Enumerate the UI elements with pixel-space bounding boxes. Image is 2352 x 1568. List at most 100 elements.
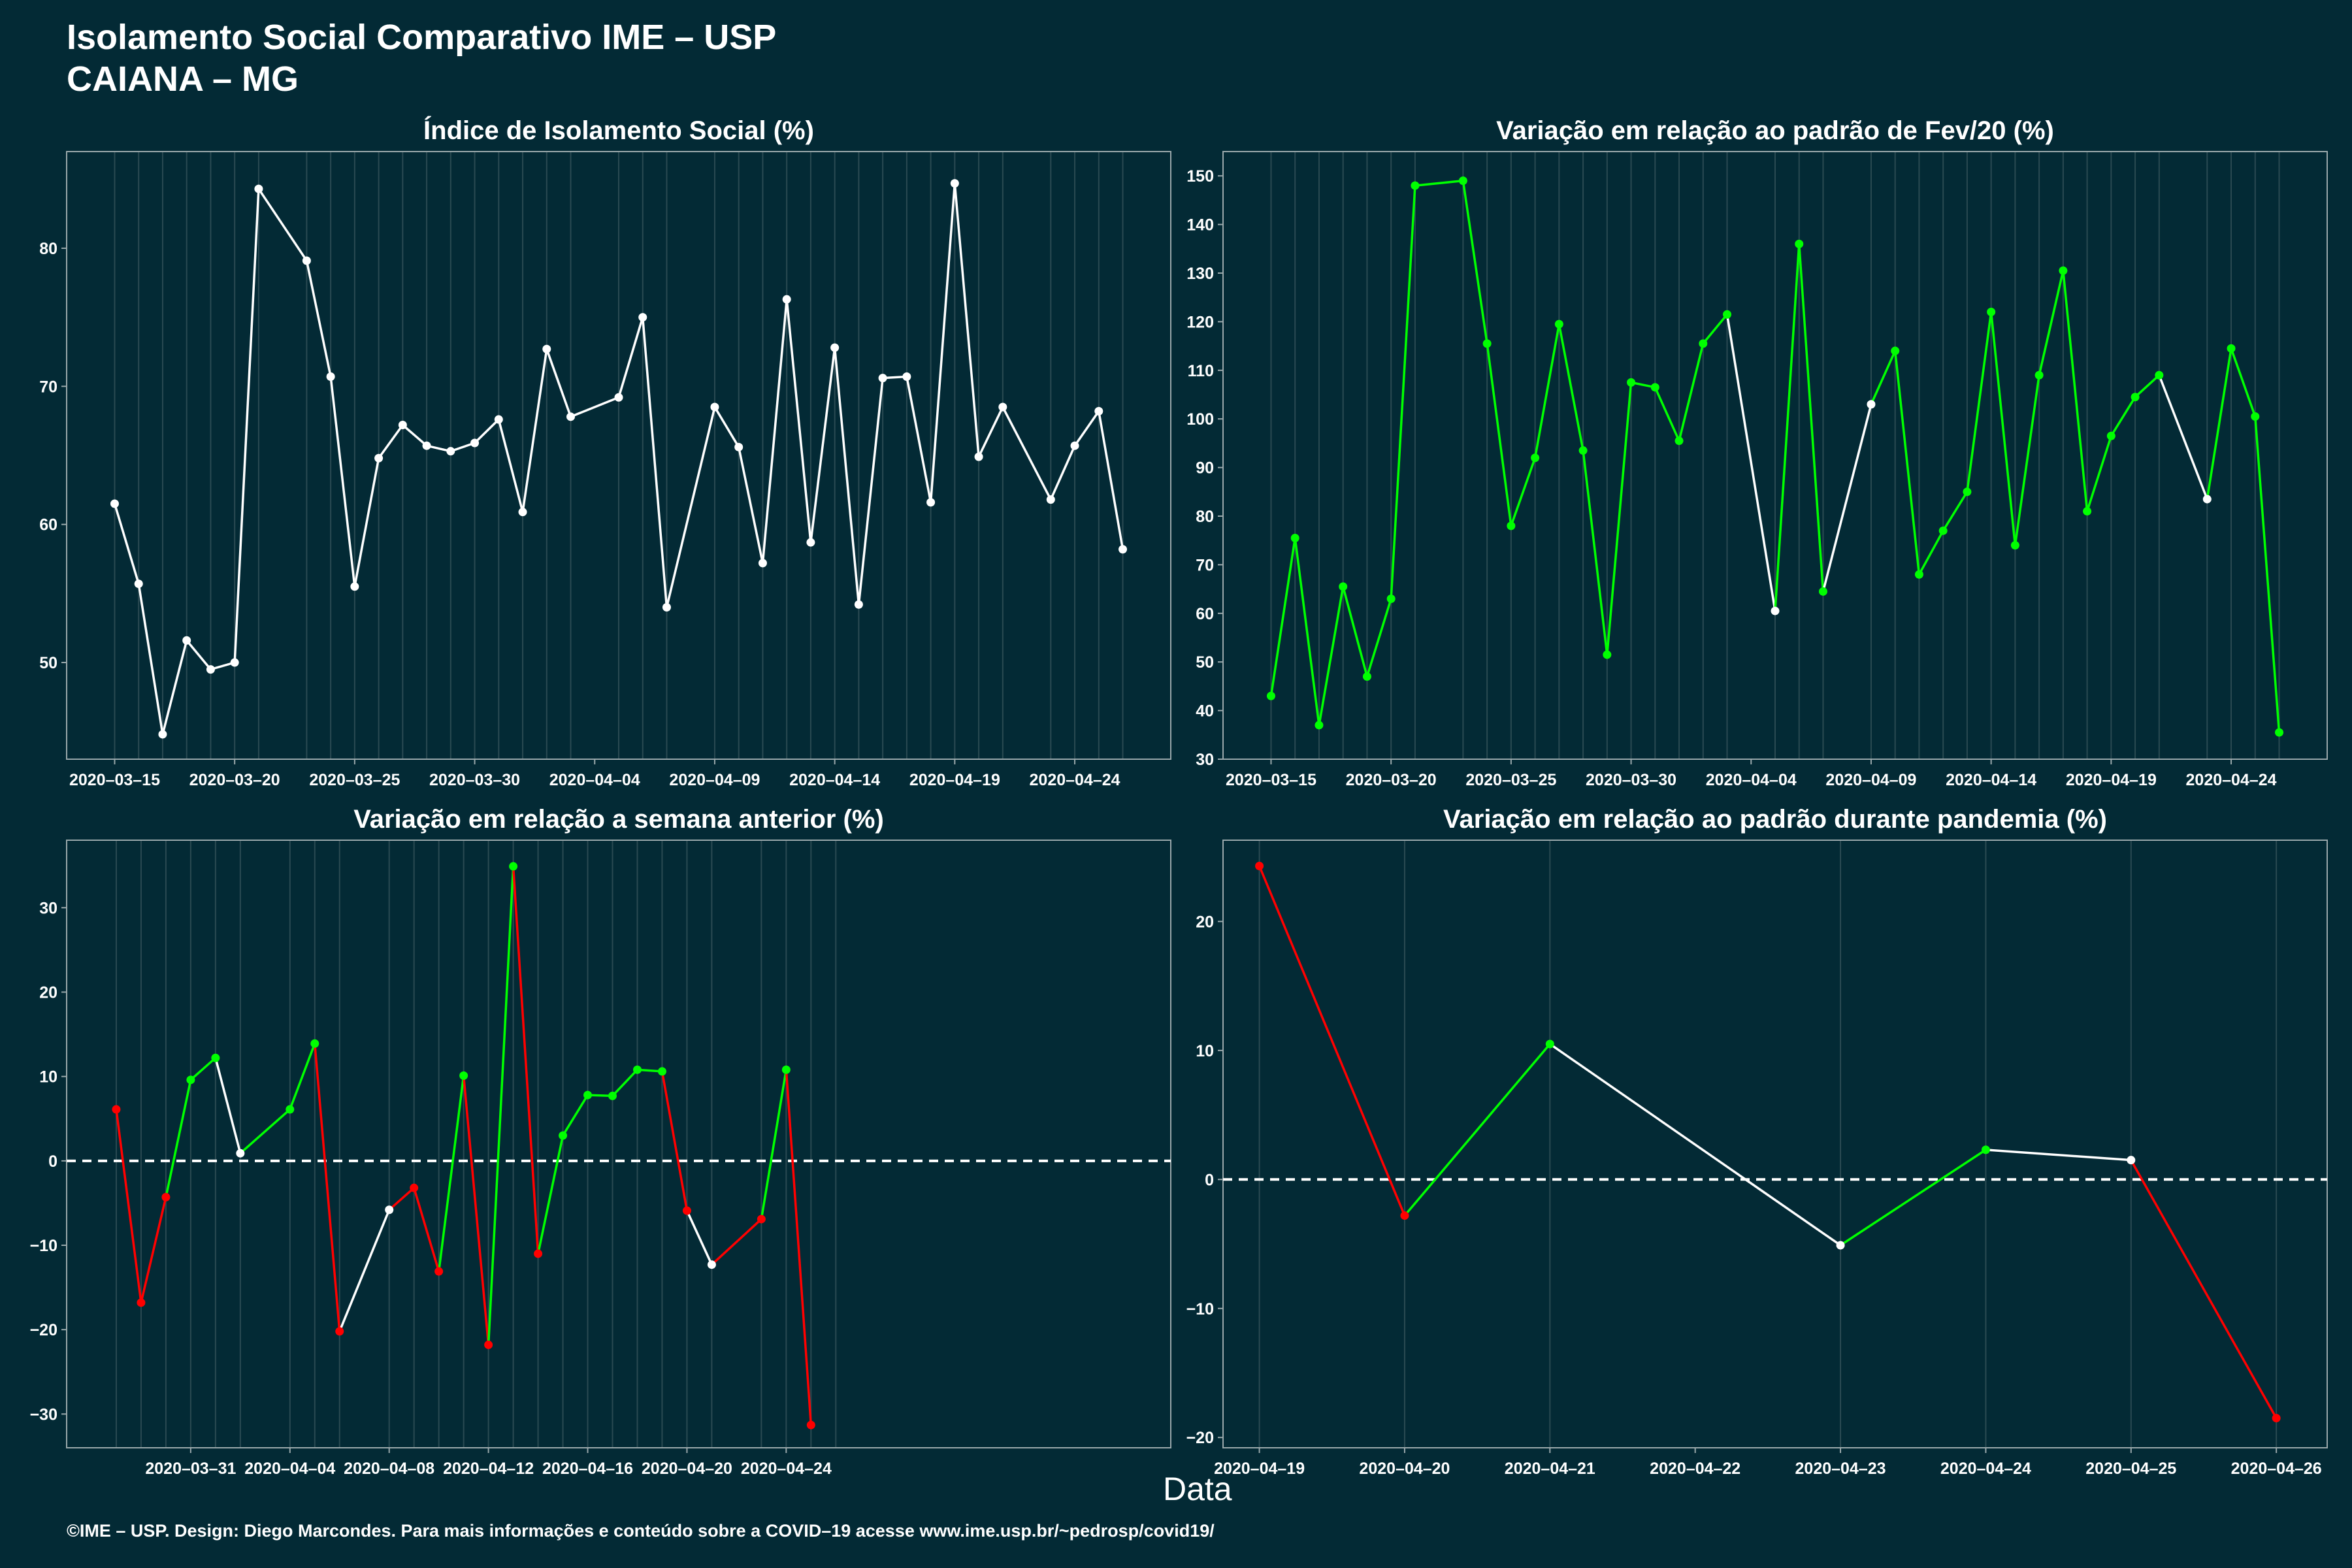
p3-data-point-6: [286, 1105, 295, 1114]
p2-data-point-32: [2106, 431, 2115, 440]
p1-data-point-11: [398, 421, 407, 429]
p3-data-point-23: [757, 1215, 766, 1224]
p2-series-segment-29: [2038, 270, 2065, 376]
p1-x-tick-label-5: 2020–04–09: [669, 771, 760, 789]
p1-data-point-30: [902, 372, 911, 382]
p1-data-point-1: [134, 580, 143, 589]
p1-series-segment-33: [977, 406, 1004, 457]
p1-series-segment-22: [713, 406, 740, 448]
p1-data-point-4: [206, 665, 215, 674]
p2-series-segment-31: [2085, 435, 2113, 512]
p1-series-segment-20: [641, 317, 668, 608]
p3-data-point-0: [112, 1105, 121, 1114]
p2-data-point-11: [1554, 319, 1563, 329]
p4-x-tick-label-6: 2020–04–25: [2085, 1460, 2176, 1478]
p2-y-tick-label-5: 80: [1196, 508, 1214, 526]
p1-data-point-18: [566, 412, 576, 421]
p3-series-segment-24: [785, 1070, 813, 1426]
p3-series-segment-12: [462, 1075, 490, 1345]
p4-data-point-2: [1545, 1039, 1554, 1049]
p4-series-segment-2: [1549, 1043, 1842, 1247]
p3-series-segment-15: [536, 1135, 564, 1254]
p2-series-segment-27: [1989, 312, 2017, 546]
p1-data-point-27: [830, 343, 840, 352]
p1-x-tick-label-4: 2020–04–04: [549, 771, 640, 789]
p2-data-point-33: [2131, 393, 2140, 402]
p1-series-segment-34: [1002, 406, 1052, 500]
p1-y-tick-label-0: 50: [39, 654, 57, 672]
p2-data-point-5: [1386, 594, 1396, 603]
p4-data-point-1: [1400, 1211, 1409, 1220]
p1-series-segment-21: [665, 406, 716, 608]
p2-data-point-26: [1963, 487, 1972, 497]
p1-x-tick-label-2: 2020–03–25: [309, 771, 400, 789]
p2-x-tick-label-2: 2020–03–25: [1465, 771, 1556, 789]
panel-title-3: Variação em relação a semana anterior (%…: [353, 805, 884, 834]
p1-series-segment-28: [857, 378, 884, 605]
p4-x-tick-label-4: 2020–04–23: [1795, 1460, 1886, 1478]
p2-series-segment-20: [1797, 244, 1825, 592]
p2-data-point-6: [1411, 181, 1420, 190]
p2-series-segment-16: [1678, 343, 1705, 442]
p3-data-point-17: [583, 1090, 593, 1100]
p2-data-point-16: [1674, 436, 1684, 446]
p3-series-segment-23: [760, 1070, 788, 1220]
p2-series-segment-22: [1870, 350, 1897, 405]
p3-data-point-20: [657, 1067, 666, 1076]
p1-x-tick-label-0: 2020–03–15: [69, 771, 160, 789]
p2-y-tick-label-11: 140: [1186, 216, 1214, 235]
p1-series-segment-23: [737, 446, 764, 564]
p2-series-segment-3: [1342, 586, 1369, 677]
p2-series-segment-5: [1390, 185, 1416, 599]
p3-data-point-9: [385, 1205, 394, 1215]
p1-series-segment-3: [186, 640, 212, 670]
p1-data-point-9: [350, 582, 359, 591]
p3-series-segment-8: [338, 1209, 391, 1332]
p2-series-segment-28: [2014, 374, 2040, 546]
p1-data-point-21: [662, 603, 671, 612]
p3-data-point-12: [459, 1071, 468, 1080]
p2-series-segment-19: [1774, 244, 1801, 612]
p2-y-tick-label-4: 70: [1196, 556, 1214, 574]
p1-data-point-6: [254, 184, 263, 193]
chart-subtitle: CAIANA – MG: [67, 59, 299, 99]
p3-series-segment-20: [661, 1071, 689, 1211]
p3-data-point-11: [434, 1267, 444, 1276]
p4-y-tick-label-4: 20: [1196, 913, 1214, 931]
p3-y-tick-label-1: −20: [30, 1321, 57, 1339]
p4-x-tick-label-7: 2020–04–26: [2231, 1460, 2322, 1478]
p3-y-tick-label-3: 0: [48, 1152, 57, 1171]
p3-series-segment-14: [512, 866, 540, 1254]
p2-x-tick-label-7: 2020–04–19: [2066, 771, 2157, 789]
p2-data-point-35: [2202, 495, 2212, 504]
p1-data-point-17: [542, 344, 551, 353]
p1-series-segment-10: [378, 424, 404, 459]
p4-x-tick-label-2: 2020–04–21: [1505, 1460, 1595, 1478]
p1-x-tick-label-3: 2020–03–30: [429, 771, 520, 789]
p3-series-segment-7: [314, 1043, 341, 1331]
p1-series-segment-2: [161, 640, 188, 735]
p3-data-point-15: [534, 1249, 543, 1258]
p1-x-tick-label-8: 2020–04–24: [1030, 771, 1120, 789]
p1-x-tick-label-6: 2020–04–14: [789, 771, 880, 789]
p2-data-point-28: [2010, 541, 2019, 550]
p2-data-point-27: [1987, 308, 1996, 317]
p1-y-tick-label-3: 80: [39, 240, 57, 258]
p3-series-segment-21: [685, 1210, 713, 1266]
p3-x-tick-label-0: 2020–03–31: [145, 1460, 236, 1478]
x-axis-label: Data: [1163, 1471, 1232, 1507]
p4-data-point-4: [1981, 1145, 1990, 1154]
p1-series-segment-31: [929, 183, 956, 502]
p2-data-point-29: [2034, 370, 2044, 380]
p1-data-point-12: [422, 441, 431, 450]
p3-series-segment-10: [413, 1187, 440, 1272]
p1-series-segment-36: [1073, 410, 1100, 447]
p1-data-point-34: [998, 402, 1007, 412]
p2-data-point-22: [1867, 400, 1876, 409]
p2-series-segment-8: [1486, 343, 1512, 527]
p1-data-point-14: [470, 438, 480, 448]
p2-data-point-25: [1938, 526, 1948, 535]
p1-data-point-5: [230, 658, 239, 667]
p2-x-tick-label-3: 2020–03–30: [1586, 771, 1676, 789]
p1-data-point-0: [110, 499, 119, 508]
